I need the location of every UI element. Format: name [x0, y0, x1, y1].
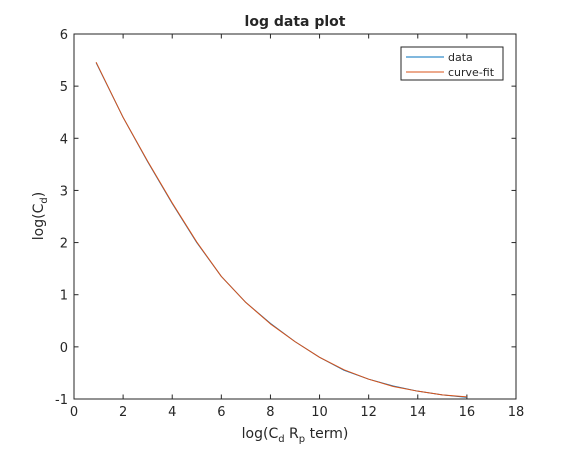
series-lines	[95, 61, 467, 398]
x-tick-label: 16	[459, 405, 476, 420]
x-tick-label: 4	[168, 405, 176, 420]
legend-label-curve-fit: curve-fit	[448, 66, 495, 79]
y-axis-label: log(Cd)	[31, 192, 50, 240]
legend-label-data: data	[448, 51, 473, 64]
x-tick-label: 8	[266, 405, 274, 420]
y-tick-label: 0	[60, 341, 68, 356]
series-line-curve-fit	[95, 61, 467, 398]
legend-box	[400, 46, 504, 81]
plot-area	[73, 33, 517, 400]
x-axis-label: log(Cd Rp term)	[242, 426, 349, 445]
x-tick-label: 14	[410, 405, 427, 420]
x-tick-label: 0	[70, 405, 78, 420]
y-tick-label: -1	[55, 393, 68, 408]
legend: data curve-fit	[400, 46, 504, 81]
y-tick-label: 5	[60, 80, 68, 95]
y-tick-label: 2	[60, 237, 68, 252]
chart-title: log data plot	[245, 14, 346, 30]
x-tick-label: 18	[508, 405, 525, 420]
x-tick-label: 12	[360, 405, 377, 420]
x-tick-label: 10	[311, 405, 328, 420]
y-tick-label: 4	[60, 132, 68, 147]
y-tick-label: 3	[60, 184, 68, 199]
y-tick-label: 6	[60, 28, 68, 43]
y-tick-label: 1	[60, 289, 68, 304]
x-tick-label: 6	[217, 405, 225, 420]
x-tick-label: 2	[119, 405, 127, 420]
